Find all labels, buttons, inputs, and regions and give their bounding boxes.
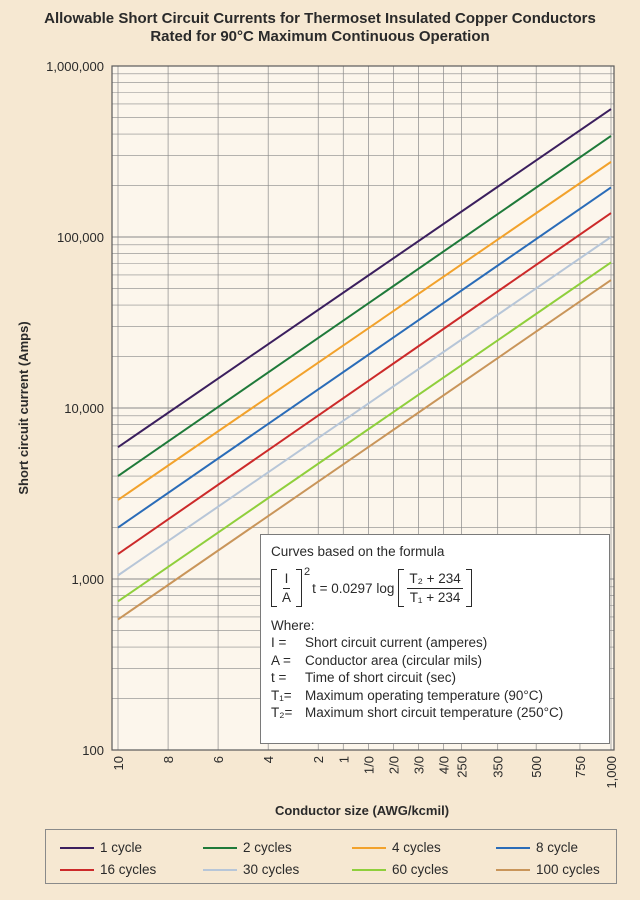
legend-swatch [203, 846, 237, 849]
formula-box: Curves based on the formula I A 2 t = 0.… [260, 534, 610, 744]
bracket-left [271, 569, 277, 607]
fraction-i-over-a: I A [280, 571, 293, 606]
x-tick-label: 350 [491, 756, 506, 778]
bracket-left [398, 569, 405, 607]
series-line-60-cycles [117, 261, 612, 603]
y-tick-label: 100,000 [57, 230, 104, 245]
formula-rhs: t = 0.0297 log [312, 580, 395, 596]
fraction-denominator: A [282, 589, 292, 605]
definition-symbol: I = [271, 635, 287, 650]
legend-item-4-cycles: 4 cycles [352, 840, 441, 855]
x-tick-label: 1 [336, 756, 351, 763]
x-tick-label: 500 [529, 756, 544, 778]
series-line-30-cycles [117, 236, 612, 577]
y-tick-label: 100 [82, 743, 104, 758]
legend-item-100-cycles: 100 cycles [496, 862, 600, 877]
x-tick-label: 1/0 [361, 756, 376, 774]
x-tick-label: 250 [454, 756, 469, 778]
definition-text: Conductor area (circular mils) [305, 652, 483, 668]
chart-title: Allowable Short Circuit Currents for The… [0, 10, 640, 46]
formula-log-term: T₂ + 234 T₁ + 234 [398, 569, 472, 607]
where-label: Where: [271, 618, 315, 633]
definition-symbol: A = [271, 652, 291, 668]
series-lines [117, 108, 612, 621]
definition-symbol: T₁= [271, 687, 292, 703]
definition-symbol: t = [271, 670, 287, 685]
legend-label: 30 cycles [243, 862, 300, 877]
definition-item: I = Short circuit current (amperes) [271, 634, 599, 652]
plot-border [111, 65, 615, 751]
definition-item: A = Conductor area (circular mils) [271, 652, 599, 670]
bracket-right [465, 569, 472, 607]
legend: 1 cycle 2 cycles 4 cycles 8 cycle 16 cyc… [45, 829, 617, 884]
chart-title-line2: Rated for 90°C Maximum Continuous Operat… [150, 28, 490, 45]
legend-item-1-cycle: 1 cycle [60, 840, 142, 855]
legend-item-2-cycles: 2 cycles [203, 840, 292, 855]
formula-lhs: I A [271, 569, 303, 607]
x-tick-label: 3/0 [411, 756, 426, 774]
x-tick-labels: 10 8 6 4 2 1 1/0 2/0 3/0 4/0 250 350 500 750 1,000 [111, 756, 619, 789]
bracket-right [296, 569, 303, 607]
y-tick-labels: 100 1,000 10,000 100,000 1,000,000 [46, 59, 104, 758]
legend-item-16-cycles: 16 cycles [60, 862, 156, 877]
series-line-16-cycles [117, 212, 612, 555]
y-tick-label: 1,000,000 [46, 59, 104, 74]
x-tick-label: 8 [161, 756, 176, 763]
definition-item: t = Time of short circuit (sec) [271, 669, 599, 687]
legend-swatch [352, 868, 386, 871]
definition-text: Maximum operating temperature (90°C) [305, 687, 543, 703]
series-line-2-cycles [117, 135, 612, 477]
definition-symbol: T₂= [271, 705, 293, 720]
definition-text: Short circuit current (amperes) [305, 635, 488, 650]
x-axis-label: Conductor size (AWG/kcmil) [275, 803, 449, 818]
legend-swatch [352, 846, 386, 849]
legend-swatch [203, 868, 237, 871]
legend-label: 16 cycles [100, 862, 157, 877]
series-line-1-cycle [117, 108, 612, 449]
x-tick-label: 4/0 [436, 756, 451, 774]
legend-swatch [496, 846, 530, 849]
legend-swatch [496, 868, 530, 871]
legend-label: 1 cycle [100, 840, 143, 855]
legend-item-60-cycles: 60 cycles [352, 862, 448, 877]
legend-label: 100 cycles [536, 862, 600, 877]
definition-item: T₂= Maximum short circuit temperature (25… [271, 704, 599, 722]
x-tick-label: 10 [111, 756, 126, 770]
fraction-numerator: T₂ + 234 [407, 571, 463, 589]
series-line-8-cycle [117, 186, 612, 529]
y-tick-label: 10,000 [64, 401, 104, 416]
series-line-100-cycles [117, 279, 612, 621]
y-tick-label: 1,000 [71, 572, 104, 587]
definition-text: Time of short circuit (sec) [305, 670, 457, 685]
definition-item: T₁= Maximum operating temperature (90°C) [271, 687, 599, 705]
formula-exponent: 2 [304, 566, 311, 578]
x-tick-label: 2/0 [386, 756, 401, 774]
legend-item-8-cycle: 8 cycle [496, 840, 578, 855]
x-tick-label: 4 [261, 756, 276, 763]
definitions-list: I = Short circuit current (amperes) A = Co… [271, 634, 599, 722]
legend-label: 2 cycles [243, 840, 292, 855]
fraction-denominator: T₁ + 234 [409, 589, 461, 605]
legend-swatch [60, 868, 94, 871]
legend-swatch [60, 846, 94, 849]
chart-title-line1: Allowable Short Circuit Currents for The… [44, 10, 596, 27]
legend-label: 4 cycles [392, 840, 441, 855]
x-tick-label: 750 [573, 756, 588, 778]
series-line-4-cycles [117, 161, 612, 501]
formula-heading: Curves based on the formula [271, 544, 445, 559]
y-axis-label: Short circuit current (Amps) [16, 321, 31, 494]
x-tick-label: 2 [311, 756, 326, 763]
fraction-temperature: T₂ + 234 T₁ + 234 [407, 571, 463, 606]
formula: I A 2 t = 0.0297 log T₂ + 234 T₁ + 234 [271, 566, 599, 607]
legend-item-30-cycles: 30 cycles [203, 862, 299, 877]
fraction-numerator: I [282, 571, 291, 589]
legend-label: 60 cycles [392, 862, 449, 877]
x-tick-label: 6 [211, 756, 226, 763]
x-tick-label: 1,000 [604, 756, 619, 789]
legend-label: 8 cycle [536, 840, 579, 855]
definition-text: Maximum short circuit temperature (250°C… [305, 705, 564, 720]
